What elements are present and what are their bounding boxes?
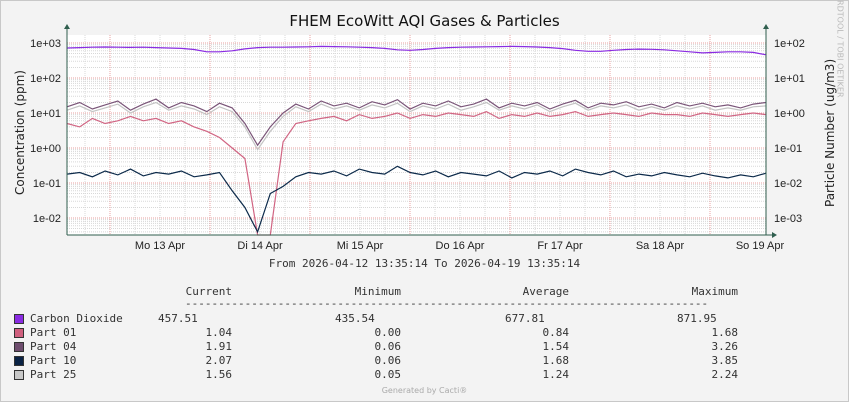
- header-minimum: Minimum: [354, 285, 401, 298]
- axis-arrow-icon: [763, 24, 769, 29]
- legend-series-name: Part 10: [30, 354, 77, 367]
- y-tick-label-right: 1e-01: [774, 143, 802, 155]
- x-tick-label: Sa 18 Apr: [636, 240, 685, 252]
- series-line-part-25: [66, 101, 767, 151]
- legend-current: 457.51: [158, 312, 198, 325]
- legend-minimum: 0.00: [374, 326, 402, 339]
- legend-maximum: 1.68: [711, 326, 739, 339]
- legend-series-name: Part 04: [30, 340, 77, 353]
- header-average: Average: [522, 285, 569, 298]
- y-tick-label-left: 1e+02: [30, 73, 61, 85]
- legend-swatch: [14, 342, 24, 352]
- axis-arrow-icon: [772, 232, 777, 238]
- legend-maximum: 871.95: [677, 312, 717, 325]
- y-axis-label-left: Concentration (ppm): [13, 70, 27, 195]
- legend-divider: ----------------------------------------…: [185, 297, 709, 310]
- axis-arrow-icon: [64, 24, 70, 29]
- legend-maximum: 3.85: [711, 354, 739, 367]
- y-tick-label-left: 1e-02: [33, 213, 61, 225]
- x-tick-label: Mo 13 Apr: [135, 240, 185, 252]
- header-current: Current: [185, 285, 232, 298]
- chart-plot: 1e-02 1e-01 1e+00 1e+01 1e+02 1e+03 1e-03 1e-02…: [30, 24, 805, 252]
- y-tick-label-left: 1e+00: [30, 143, 61, 155]
- y-tick-label-left: 1e+01: [30, 108, 61, 120]
- legend-current: 1.04: [205, 326, 233, 339]
- header-maximum: Maximum: [691, 285, 738, 298]
- legend-current: 2.07: [205, 354, 233, 367]
- x-tick-label: Do 16 Apr: [436, 240, 485, 252]
- y-tick-label-left: 1e+03: [30, 38, 61, 50]
- x-tick-label: Di 14 Apr: [237, 240, 283, 252]
- legend-swatch: [14, 356, 24, 366]
- series-line-part-04: [66, 98, 767, 147]
- legend-average: 1.68: [542, 354, 570, 367]
- legend-maximum: 3.26: [711, 340, 739, 353]
- legend-maximum: 2.24: [711, 368, 739, 381]
- y-tick-label-right: 1e+02: [774, 38, 805, 50]
- legend-swatch: [14, 370, 24, 380]
- x-tick-label: Mi 15 Apr: [337, 240, 384, 252]
- legend-swatch: [14, 328, 24, 338]
- y-tick-label-right: 1e+00: [774, 108, 805, 120]
- legend-current: 1.56: [205, 368, 233, 381]
- legend-swatch: [14, 314, 24, 324]
- series-line-carbon-dioxide: [66, 45, 767, 56]
- series-line-part-10: [66, 165, 767, 234]
- y-tick-label-left: 1e-01: [33, 178, 61, 190]
- legend-minimum: 435.54: [335, 312, 375, 325]
- footer-generated-by: Generated by Cacti®: [381, 386, 468, 395]
- legend-average: 1.54: [542, 340, 570, 353]
- legend-average: 677.81: [505, 312, 545, 325]
- legend-minimum: 0.06: [374, 340, 402, 353]
- legend-series-name: Carbon Dioxide: [30, 312, 123, 325]
- x-tick-label: So 19 Apr: [736, 240, 785, 252]
- chart-title: FHEM EcoWitt AQI Gases & Particles: [289, 12, 560, 30]
- legend-average: 0.84: [542, 326, 570, 339]
- y-tick-label-right: 1e+01: [774, 73, 805, 85]
- x-tick-label: Fr 17 Apr: [537, 240, 583, 252]
- legend-minimum: 0.05: [374, 368, 402, 381]
- legend-series-name: Part 01: [30, 326, 77, 339]
- legend-average: 1.24: [542, 368, 570, 381]
- plot-background: [67, 35, 766, 235]
- y-tick-label-right: 1e-02: [774, 178, 802, 190]
- legend-minimum: 0.06: [374, 354, 402, 367]
- y-tick-label-right: 1e-03: [774, 213, 802, 225]
- time-range: From 2026-04-12 13:35:14 To 2026-04-19 1…: [268, 257, 581, 270]
- rrdtool-watermark: RRDTOOL / TOBI OETIKER: [835, 0, 845, 98]
- series-line-part-01: [66, 110, 767, 236]
- legend-current: 1.91: [205, 340, 233, 353]
- legend-series-name: Part 25: [30, 368, 77, 381]
